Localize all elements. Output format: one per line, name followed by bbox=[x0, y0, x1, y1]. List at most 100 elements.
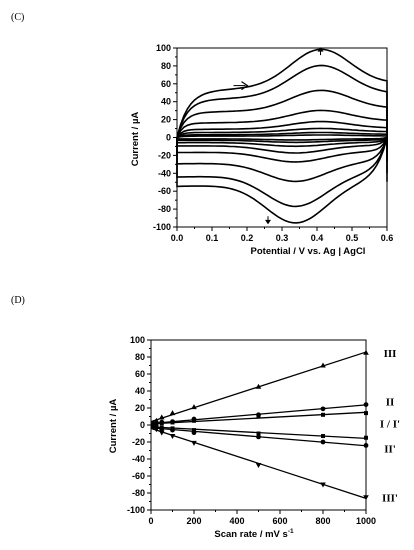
x-axis-ticks-d: 0 200 400 600 800 1000 bbox=[148, 510, 376, 526]
series-label-iii-prime: III' bbox=[382, 492, 398, 504]
y-axis-ticks-d: 100 80 60 40 20 0 -20 -40 -60 -80 -100 bbox=[127, 335, 151, 515]
x-tick-label-d: 1000 bbox=[356, 516, 376, 526]
x-tick-label-c: 0.5 bbox=[346, 233, 359, 243]
y-tick-label-d: 20 bbox=[135, 403, 145, 413]
data-point bbox=[191, 404, 197, 410]
x-tick-label-d: 800 bbox=[315, 516, 330, 526]
data-point bbox=[158, 430, 165, 436]
data-point bbox=[192, 418, 196, 423]
y-tick-label-c: 40 bbox=[161, 97, 171, 107]
y-tick-label-d: -20 bbox=[132, 437, 145, 447]
scatter-series bbox=[150, 349, 369, 501]
panel-d-label: (D) bbox=[11, 295, 25, 306]
data-point bbox=[191, 440, 197, 446]
data-point bbox=[363, 443, 369, 448]
data-point bbox=[159, 426, 165, 432]
x-axis-ticks-c: 0.0 0.1 0.2 0.3 0.4 0.5 0.6 bbox=[171, 227, 393, 243]
cv-curve bbox=[176, 127, 388, 148]
series-iii bbox=[150, 349, 369, 425]
series-label-ii: II bbox=[386, 397, 395, 409]
y-tick-label-d: 40 bbox=[135, 386, 145, 396]
arrow-up-head bbox=[317, 47, 324, 52]
data-point bbox=[256, 414, 261, 419]
data-point bbox=[255, 462, 262, 468]
series-label-i: I / I' bbox=[380, 419, 400, 431]
y-tick-label-c: 100 bbox=[156, 43, 171, 53]
y-tick-label-d: 0 bbox=[140, 420, 145, 430]
cv-curves bbox=[176, 48, 388, 224]
arrow-right-head bbox=[241, 81, 249, 91]
y-axis-label-d: Current / µA bbox=[108, 399, 119, 454]
x-tick-label-c: 0.4 bbox=[311, 233, 324, 243]
data-point bbox=[320, 482, 326, 488]
series-label-iii: III bbox=[384, 348, 397, 360]
data-point bbox=[363, 402, 369, 407]
plot-frame-c bbox=[176, 47, 388, 228]
x-tick-label-d: 600 bbox=[272, 516, 287, 526]
data-point bbox=[169, 410, 176, 416]
y-tick-label-c: 20 bbox=[161, 115, 171, 125]
x-tick-label-c: 0.1 bbox=[206, 233, 219, 243]
y-tick-label-c: 0 bbox=[166, 133, 171, 143]
data-point bbox=[170, 420, 175, 425]
data-point bbox=[153, 427, 160, 433]
plot-frame-d bbox=[150, 339, 367, 511]
data-point bbox=[255, 383, 262, 389]
data-point bbox=[320, 406, 326, 412]
y-tick-label-c: -20 bbox=[158, 150, 171, 160]
data-point bbox=[169, 434, 176, 440]
data-point bbox=[256, 431, 261, 436]
data-point bbox=[363, 349, 369, 355]
data-point bbox=[158, 414, 165, 420]
cv-curve bbox=[176, 120, 388, 154]
data-point bbox=[363, 495, 369, 501]
x-tick-label-d: 400 bbox=[229, 516, 244, 526]
series-iii-prime bbox=[150, 425, 369, 501]
data-point bbox=[364, 435, 368, 440]
x-axis-label-d: Scan rate / mV s-1 bbox=[214, 528, 294, 540]
data-point bbox=[150, 425, 156, 431]
cv-curve bbox=[176, 131, 388, 144]
cv-curve bbox=[176, 134, 388, 141]
chart-panel-c: 100 80 60 40 20 0 -20 -40 -60 -80 -100 0.0 0.1 0.2 0.… bbox=[130, 43, 393, 257]
series-ii-prime bbox=[150, 423, 369, 448]
x-tick-label-c: 0.0 bbox=[171, 233, 184, 243]
y-tick-label-d: -60 bbox=[132, 471, 145, 481]
x-tick-label-c: 0.3 bbox=[276, 233, 289, 243]
arrow-down-head bbox=[265, 219, 271, 225]
data-point bbox=[320, 362, 326, 368]
series-label-ii-prime: II' bbox=[384, 443, 396, 455]
data-point bbox=[159, 421, 164, 426]
data-point bbox=[170, 427, 175, 433]
y-tick-label-c: -100 bbox=[153, 222, 171, 232]
data-point bbox=[320, 439, 326, 445]
y-tick-label-c: -60 bbox=[158, 186, 171, 196]
y-axis-label-c: Current / µA bbox=[130, 112, 141, 167]
data-point bbox=[192, 428, 196, 433]
y-tick-label-d: 60 bbox=[135, 369, 145, 379]
y-tick-label-d: 80 bbox=[135, 352, 145, 362]
y-tick-label-d: 100 bbox=[130, 335, 145, 345]
y-tick-label-c: 60 bbox=[161, 79, 171, 89]
x-tick-label-d: 200 bbox=[186, 516, 201, 526]
data-point bbox=[191, 430, 197, 436]
data-point bbox=[154, 422, 159, 427]
data-point bbox=[256, 434, 261, 440]
y-tick-label-c: -40 bbox=[158, 168, 171, 178]
cv-curve bbox=[176, 48, 388, 224]
y-tick-label-c: 80 bbox=[161, 61, 171, 71]
cv-arrows bbox=[233, 47, 324, 225]
y-axis-ticks-c: 100 80 60 40 20 0 -20 -40 -60 -80 -100 bbox=[153, 43, 177, 232]
y-tick-label-d: -80 bbox=[132, 488, 145, 498]
y-tick-label-d: -40 bbox=[132, 454, 145, 464]
data-point bbox=[321, 412, 325, 417]
x-tick-label-c: 0.2 bbox=[241, 233, 254, 243]
y-tick-label-d: -100 bbox=[127, 505, 145, 515]
y-tick-label-c: -80 bbox=[158, 204, 171, 214]
data-point bbox=[321, 434, 325, 439]
panel-c-label: (C) bbox=[11, 12, 24, 23]
x-axis-label-c: Potential / V vs. Ag | AgCl bbox=[251, 246, 366, 257]
x-tick-label-d: 0 bbox=[148, 516, 153, 526]
